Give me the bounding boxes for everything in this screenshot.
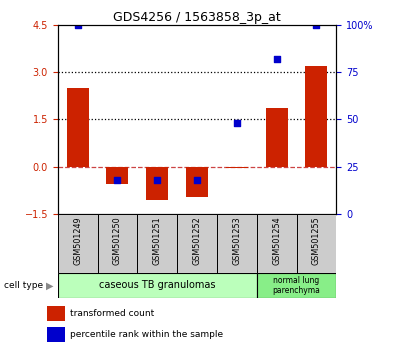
Title: GDS4256 / 1563858_3p_at: GDS4256 / 1563858_3p_at — [113, 11, 281, 24]
Bar — [107, 167, 129, 184]
Text: GSM501254: GSM501254 — [272, 216, 281, 265]
Text: cell type: cell type — [4, 281, 43, 290]
Bar — [58, 214, 98, 273]
Point — [313, 22, 320, 28]
Bar — [47, 327, 65, 342]
Text: normal lung
parenchyma: normal lung parenchyma — [273, 276, 320, 295]
Text: GSM501252: GSM501252 — [193, 216, 201, 265]
Text: GSM501255: GSM501255 — [312, 216, 321, 265]
Bar — [58, 273, 257, 298]
Bar — [146, 167, 168, 200]
Point — [273, 56, 280, 62]
Bar — [66, 88, 89, 167]
Bar — [186, 167, 208, 197]
Text: GSM501250: GSM501250 — [113, 216, 122, 265]
Bar — [257, 214, 297, 273]
Bar — [177, 214, 217, 273]
Bar — [217, 214, 257, 273]
Point — [114, 177, 121, 183]
Text: GSM501251: GSM501251 — [153, 216, 162, 265]
Bar — [98, 214, 137, 273]
Text: ▶: ▶ — [46, 280, 54, 290]
Bar — [297, 214, 336, 273]
Bar — [137, 214, 177, 273]
Point — [194, 177, 200, 183]
Bar — [47, 306, 65, 321]
Bar — [226, 167, 248, 169]
Text: transformed count: transformed count — [70, 309, 154, 318]
Text: caseous TB granulomas: caseous TB granulomas — [99, 280, 215, 290]
Point — [154, 177, 160, 183]
Bar — [306, 66, 327, 167]
Text: GSM501249: GSM501249 — [73, 216, 82, 265]
Text: GSM501253: GSM501253 — [232, 216, 241, 265]
Text: percentile rank within the sample: percentile rank within the sample — [70, 330, 223, 339]
Point — [74, 22, 81, 28]
Bar — [257, 273, 336, 298]
Bar — [266, 108, 287, 167]
Point — [234, 120, 240, 126]
